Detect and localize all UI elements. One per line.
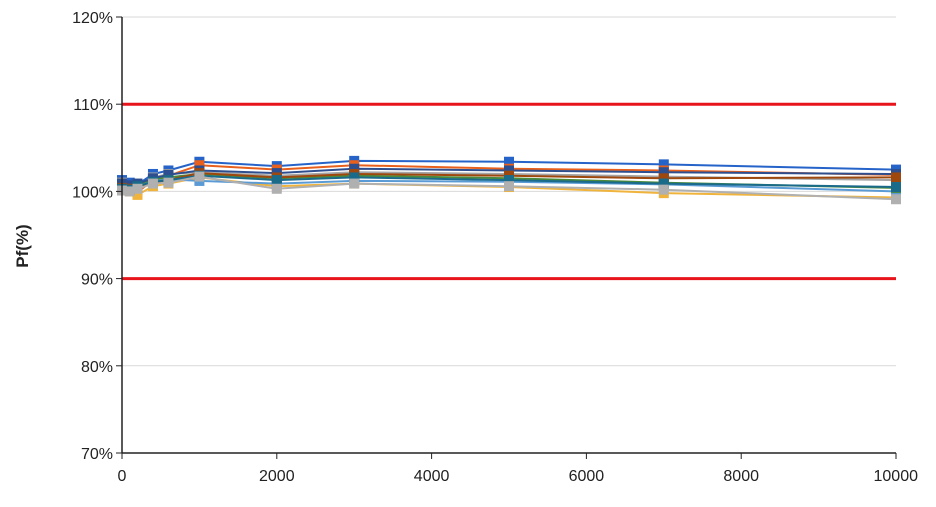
series-9-point-10: [891, 194, 901, 205]
series-7-point-10: [891, 172, 901, 183]
series-0-point-9: [658, 159, 669, 170]
series-8-point-7: [349, 172, 360, 183]
series-7-point-9: [658, 173, 669, 184]
x-tick-label-10000: 10000: [874, 468, 919, 485]
y-tick-label-90: 90%: [81, 272, 113, 289]
y-axis-label: Pf(%): [13, 224, 32, 267]
x-tick-label-6000: 6000: [569, 468, 605, 485]
series-9-point-7: [349, 178, 360, 189]
series-3-point-2: [132, 189, 143, 200]
series-9-point-9: [658, 184, 669, 195]
series-6-point-8: [504, 165, 514, 176]
series-8-point-6: [271, 175, 282, 186]
series-layer: [117, 155, 901, 205]
y-tick-label-110: 110%: [73, 97, 113, 114]
reference-lines: [122, 102, 896, 281]
y-tick-label-100: 100%: [72, 184, 113, 201]
x-tick-label-8000: 8000: [723, 468, 759, 485]
series-9-point-3: [147, 178, 158, 189]
series-6-point-4: [163, 169, 174, 180]
series-9-point-6: [271, 183, 282, 194]
x-tick-label-4000: 4000: [414, 468, 450, 485]
series-8-point-8: [504, 175, 514, 186]
x-tick-label-2000: 2000: [259, 468, 295, 485]
series-9-point-2: [132, 183, 143, 194]
series-8-point-9: [658, 178, 669, 189]
series-6-point-9: [658, 167, 669, 178]
series-1-point-5: [194, 160, 205, 171]
axes-layer: 70% 80% 90% 100% 110% 120% 0 2000 4000 6000 8000 10…: [72, 10, 918, 485]
series-0-point-8: [504, 156, 514, 167]
x-tick-label-0: 0: [118, 468, 127, 485]
series-8-point-10: [891, 182, 901, 193]
series-9-point-5: [194, 171, 205, 182]
y-tick-label-120: 120%: [72, 10, 113, 27]
series-9-point-1: [124, 186, 135, 197]
series-9-point-8: [504, 181, 514, 192]
y-tick-label-70: 70%: [81, 446, 113, 463]
y-tick-label-80: 80%: [81, 359, 113, 376]
series-9-point-4: [163, 177, 174, 188]
series-6-point-7: [349, 163, 360, 174]
